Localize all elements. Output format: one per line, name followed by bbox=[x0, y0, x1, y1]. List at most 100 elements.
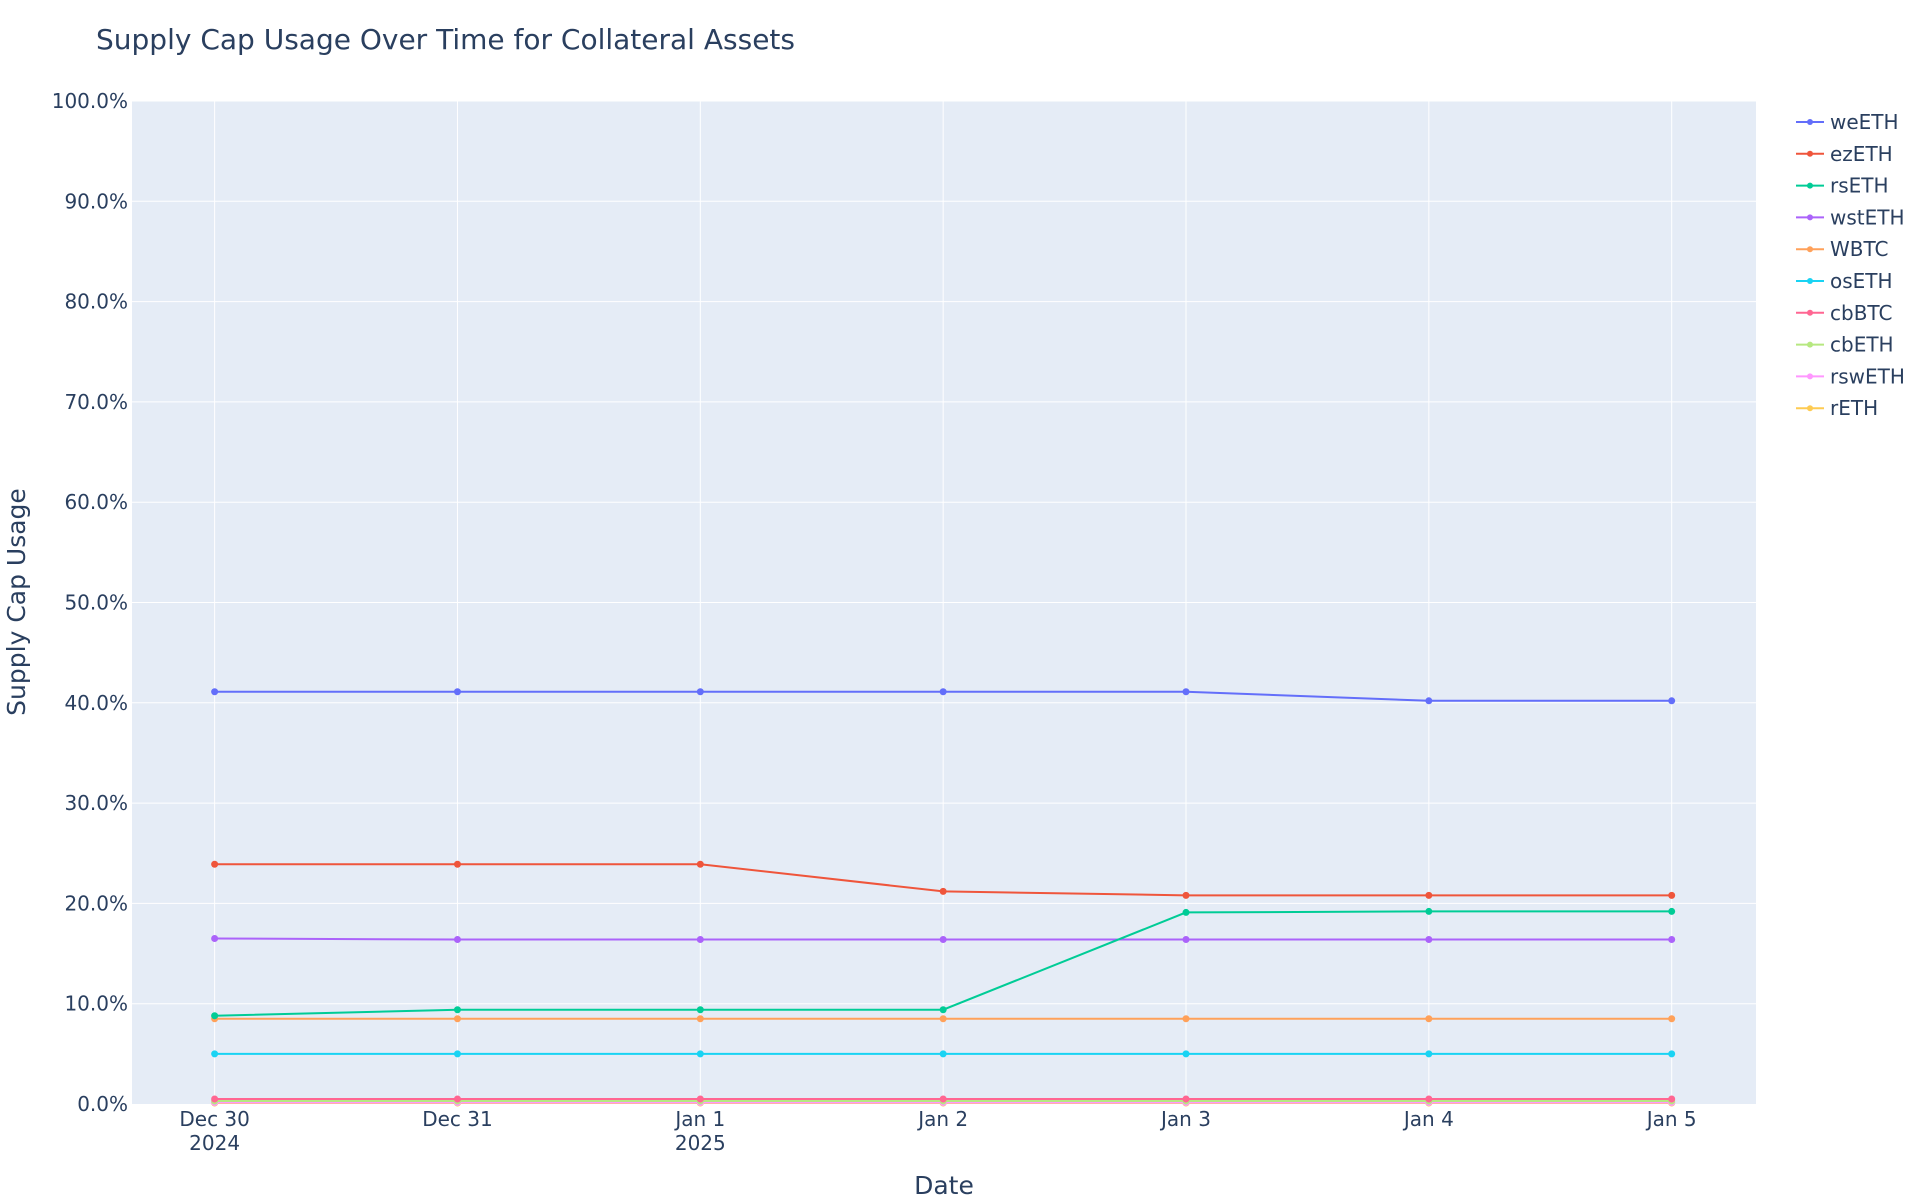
series-osETH bbox=[211, 1050, 1676, 1058]
x-tick-label: Jan 2 bbox=[916, 1107, 968, 1131]
legend-item-rsETH[interactable]: rsETH bbox=[1796, 174, 1889, 198]
series-lines bbox=[211, 688, 1676, 1107]
data-point bbox=[1182, 908, 1190, 916]
x-tick-label: Jan 5 bbox=[1645, 1107, 1697, 1131]
legend-label: wstETH bbox=[1830, 205, 1905, 229]
series-weETH bbox=[211, 688, 1676, 705]
data-point bbox=[696, 1015, 704, 1023]
y-tick-label: 50.0% bbox=[64, 591, 128, 615]
data-point bbox=[453, 1015, 461, 1023]
legend-item-cbBTC[interactable]: cbBTC bbox=[1796, 301, 1892, 325]
data-point bbox=[453, 1095, 461, 1103]
y-tick-label: 40.0% bbox=[64, 691, 128, 715]
data-point bbox=[1425, 891, 1433, 899]
x-tick-label: Jan 3 bbox=[1159, 1107, 1211, 1131]
legend-marker bbox=[1807, 405, 1813, 412]
data-point bbox=[939, 1015, 947, 1023]
data-point bbox=[1182, 891, 1190, 899]
legend-item-weETH[interactable]: weETH bbox=[1796, 110, 1899, 134]
series-ezETH bbox=[211, 860, 1676, 899]
x-tick-label: 2025 bbox=[675, 1131, 726, 1155]
data-point bbox=[453, 1050, 461, 1058]
series-rsETH bbox=[211, 907, 1676, 1020]
data-point bbox=[1668, 697, 1676, 705]
data-point bbox=[696, 688, 704, 696]
data-point bbox=[939, 887, 947, 895]
data-point bbox=[1425, 1095, 1433, 1103]
data-point bbox=[1182, 688, 1190, 696]
y-tick-label: 100.0% bbox=[52, 89, 128, 113]
legend-marker bbox=[1807, 182, 1813, 189]
legend-marker bbox=[1807, 278, 1813, 284]
y-tick-label: 20.0% bbox=[64, 891, 128, 915]
legend[interactable]: weETH ezETH rsETH wstETH WBTC osETH cbBTC cbETH… bbox=[1796, 110, 1905, 420]
x-tick-label: Jan 1 bbox=[673, 1107, 725, 1131]
data-point bbox=[696, 1095, 704, 1103]
y-tick-label: 90.0% bbox=[64, 189, 128, 213]
data-point bbox=[1668, 936, 1676, 944]
data-point bbox=[453, 688, 461, 696]
data-point bbox=[453, 936, 461, 944]
legend-label: WBTC bbox=[1830, 237, 1889, 261]
y-tick-label: 30.0% bbox=[64, 791, 128, 815]
legend-label: rsETH bbox=[1830, 174, 1889, 198]
data-point bbox=[211, 688, 219, 696]
data-point bbox=[211, 860, 219, 868]
data-point bbox=[1182, 1095, 1190, 1103]
legend-item-WBTC[interactable]: WBTC bbox=[1796, 237, 1889, 261]
data-point bbox=[1668, 907, 1676, 915]
legend-label: weETH bbox=[1830, 110, 1899, 134]
y-tick-label: 10.0% bbox=[64, 992, 128, 1016]
legend-marker bbox=[1807, 309, 1813, 316]
legend-item-cbETH[interactable]: cbETH bbox=[1796, 333, 1894, 357]
data-point bbox=[939, 1050, 947, 1058]
x-tick-label: 2024 bbox=[189, 1131, 240, 1155]
x-tick-label: Dec 31 bbox=[422, 1107, 493, 1131]
data-point bbox=[1425, 907, 1433, 915]
data-point bbox=[1668, 1050, 1676, 1058]
data-point bbox=[1668, 1095, 1676, 1103]
y-tick-label: 60.0% bbox=[64, 490, 128, 514]
data-point bbox=[939, 1095, 947, 1103]
y-tick-label: 0.0% bbox=[77, 1092, 128, 1116]
data-point bbox=[211, 935, 219, 943]
data-point bbox=[1182, 936, 1190, 944]
series-cbBTC bbox=[211, 1095, 1676, 1103]
legend-label: osETH bbox=[1830, 269, 1893, 293]
y-tick-label: 80.0% bbox=[64, 290, 128, 314]
data-point bbox=[211, 1095, 219, 1103]
y-tick-label: 70.0% bbox=[64, 390, 128, 414]
legend-marker bbox=[1807, 246, 1813, 253]
data-point bbox=[1182, 1015, 1190, 1023]
data-point bbox=[1425, 1050, 1433, 1058]
data-point bbox=[696, 1050, 704, 1058]
legend-label: cbBTC bbox=[1830, 301, 1892, 325]
data-point bbox=[939, 688, 947, 696]
legend-item-osETH[interactable]: osETH bbox=[1796, 269, 1893, 293]
x-axis-title: Date bbox=[914, 1171, 974, 1200]
data-point bbox=[1668, 891, 1676, 899]
legend-marker bbox=[1807, 119, 1813, 125]
legend-label: ezETH bbox=[1830, 142, 1893, 166]
legend-item-rETH[interactable]: rETH bbox=[1796, 396, 1878, 420]
data-point bbox=[939, 1006, 947, 1014]
legend-item-rswETH[interactable]: rswETH bbox=[1796, 364, 1905, 388]
data-point bbox=[696, 1006, 704, 1014]
legend-label: rETH bbox=[1830, 396, 1878, 420]
y-axis-ticks: 0.0% 10.0% 20.0% 30.0% 40.0% 50.0% 60.0% 70.0% 8… bbox=[52, 89, 128, 1116]
data-point bbox=[211, 1012, 219, 1020]
legend-marker bbox=[1807, 150, 1813, 157]
chart-title: Supply Cap Usage Over Time for Collatera… bbox=[96, 23, 795, 56]
y-axis-title: Supply Cap Usage bbox=[2, 488, 31, 716]
legend-label: cbETH bbox=[1830, 333, 1894, 357]
data-point bbox=[1182, 1050, 1190, 1058]
legend-item-wstETH[interactable]: wstETH bbox=[1796, 205, 1905, 229]
legend-item-ezETH[interactable]: ezETH bbox=[1796, 142, 1893, 166]
legend-marker bbox=[1807, 214, 1813, 221]
series-wstETH bbox=[211, 935, 1676, 944]
data-point bbox=[696, 936, 704, 944]
x-tick-label: Jan 4 bbox=[1402, 1107, 1454, 1131]
series-WBTC bbox=[211, 1015, 1676, 1023]
data-point bbox=[939, 936, 947, 944]
